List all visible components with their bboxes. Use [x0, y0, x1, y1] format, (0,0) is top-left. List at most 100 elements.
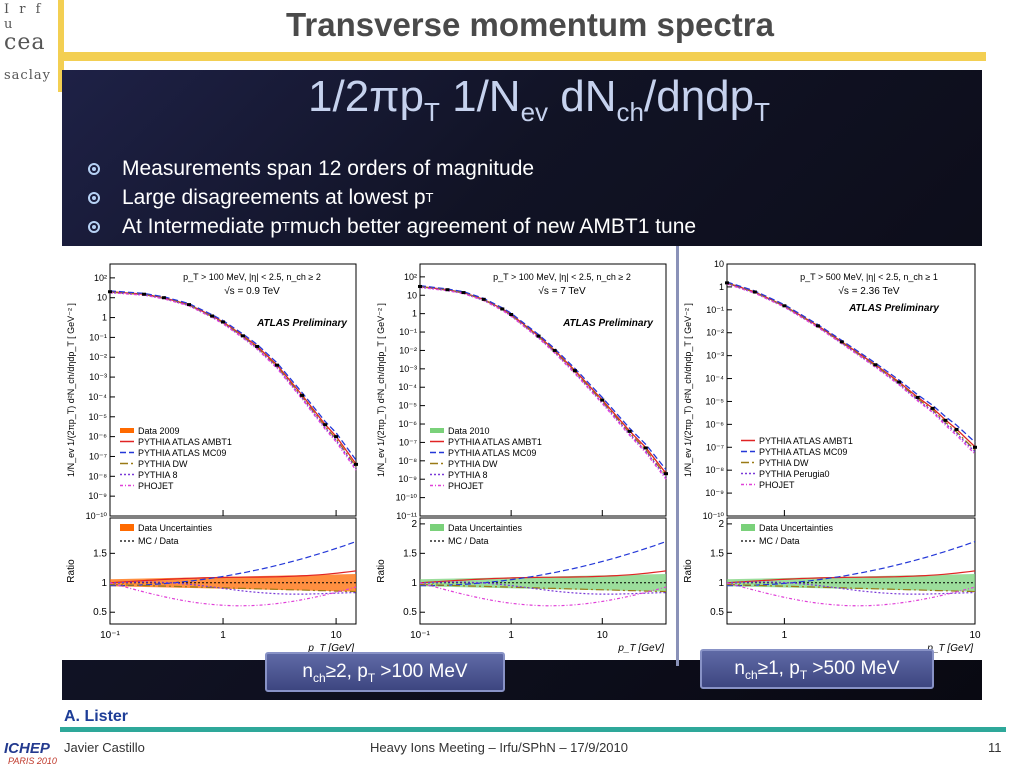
ratio-legend-entry: Data Uncertainties: [448, 523, 523, 533]
data-point: [915, 395, 920, 399]
ratio-legend-entry: MC / Data: [138, 536, 179, 546]
y-tick-label: 10²: [404, 272, 417, 282]
ratio-mc-curve-2: [109, 583, 357, 593]
cuts-label: p_T > 100 MeV, |η| < 2.5, n_ch ≥ 2: [493, 272, 631, 282]
data-point: [509, 312, 514, 316]
ratio-mc-curve-3: [419, 581, 667, 595]
data-point: [161, 296, 166, 300]
ratio-y-axis-label: Ratio: [683, 559, 694, 583]
mc-curve-1: [726, 281, 976, 443]
data-point: [445, 288, 450, 292]
bullet-list: Measurements span 12 orders of magnitude…: [88, 154, 696, 241]
ratio-mc-curve-2: [726, 583, 976, 593]
footer-presenter: Javier Castillo: [64, 740, 145, 755]
irfu-cea-logo: I r f u cea saclay: [0, 0, 56, 92]
formula-heading: 1/2πpT 1/Nev dNch/dηdpT: [308, 72, 771, 127]
y-axis-label: 1/N_ev 1/(2πp_T) d²N_ch/dηdp_T [ GeV⁻² ]: [376, 303, 386, 477]
data-point: [418, 284, 422, 288]
data-point: [930, 406, 935, 410]
data-point: [461, 291, 466, 295]
ratio-y-tick-label: 1.5: [710, 548, 724, 559]
ratio-mc-curve-4: [109, 582, 357, 607]
y-tick-label: 10⁻⁸: [398, 456, 417, 466]
data-point: [255, 344, 260, 348]
ratio-frame: [726, 517, 976, 625]
y-tick-label: 10⁻⁷: [706, 442, 724, 452]
spectrum-frame: [726, 263, 976, 517]
x-axis-label: p_T [GeV]: [617, 643, 664, 654]
data-point: [552, 348, 557, 352]
data-point: [954, 427, 959, 431]
data-point: [752, 290, 757, 294]
data-point: [897, 380, 902, 384]
legend-entry: PYTHIA 8: [448, 470, 488, 480]
data-point: [973, 445, 977, 449]
ratio-legend-marker-data: [430, 524, 444, 531]
x-axis-label: p_T [GeV]: [926, 643, 973, 654]
data-point: [500, 307, 505, 311]
footer-meeting: Heavy Ions Meeting – Irfu/SPhN – 17/9/20…: [370, 740, 628, 755]
ratio-legend-entry: Data Uncertainties: [138, 523, 213, 533]
ratio-mc-curve-3: [109, 581, 357, 595]
ratio-mc-curve-4: [419, 582, 667, 607]
legend-entry: PYTHIA ATLAS AMBT1: [759, 436, 853, 446]
ratio-mc-curve-2: [419, 583, 667, 593]
legend-entry: PHOJET: [759, 480, 795, 490]
y-tick-label: 10⁻⁹: [398, 474, 417, 484]
legend-entry: PYTHIA ATLAS MC09: [448, 448, 536, 458]
y-tick-label: 1: [719, 282, 724, 292]
legend-entry: PHOJET: [448, 481, 484, 491]
footer-page-number: 11: [988, 740, 1002, 755]
ratio-frame: [109, 517, 357, 625]
atlas-label: ATLAS Preliminary: [562, 318, 653, 329]
legend-marker-data: [120, 428, 134, 433]
caption-right: nch≥1, pT >500 MeV: [700, 649, 934, 689]
x-tick-label: 10: [969, 630, 981, 641]
y-tick-label: 10⁻⁶: [399, 419, 418, 429]
y-tick-label: 10⁻⁴: [398, 382, 417, 392]
footer-divider: [60, 727, 1006, 732]
y-tick-label: 10⁻¹⁰: [703, 511, 725, 521]
ratio-legend-entry: MC / Data: [448, 536, 489, 546]
ratio-y-tick-label: 1.5: [403, 548, 417, 559]
author-name: A. Lister: [64, 708, 129, 725]
data-point: [334, 435, 339, 439]
ratio-mc-curve-1: [420, 541, 667, 587]
x-tick-label: 10⁻¹: [100, 630, 120, 641]
panel-divider: [676, 246, 679, 666]
data-point: [300, 393, 305, 397]
ratio-mc-curve-1: [110, 541, 357, 587]
ratio-mc-curve-3: [726, 581, 976, 595]
mc-curve-2: [726, 282, 976, 451]
ichep-logo-sub: PARIS 2010: [8, 756, 57, 766]
legend-entry: PYTHIA DW: [448, 459, 498, 469]
x-tick-label: 10: [597, 630, 609, 641]
data-point: [572, 369, 577, 373]
atlas-label: ATLAS Preliminary: [256, 318, 347, 329]
data-point: [627, 429, 632, 433]
ratio-legend-marker-data: [741, 524, 755, 531]
legend-entry: PYTHIA DW: [138, 459, 188, 469]
x-tick-label: 1: [508, 630, 514, 641]
data-point: [108, 290, 112, 294]
y-tick-label: 10⁻⁴: [705, 374, 724, 384]
y-tick-label: 10⁻⁵: [89, 412, 108, 422]
legend-entry: PYTHIA DW: [759, 458, 809, 468]
y-tick-label: 1: [412, 309, 417, 319]
bullet-item: Measurements span 12 orders of magnitude: [88, 154, 696, 183]
chart-panel-1: 10² 10 1 10⁻¹ 10⁻² 10⁻³ 10⁻⁴ 10⁻⁵ 10⁻⁶ 10⁻⁷ 10⁻⁸ 10…: [372, 246, 676, 660]
gold-vertical-bar: [58, 0, 64, 92]
data-point: [943, 418, 948, 422]
data-point: [323, 423, 328, 427]
irfu-logo-text: I r f u: [4, 2, 44, 32]
legend-entry: PHOJET: [138, 481, 174, 491]
data-point: [187, 303, 192, 307]
mc-curve-4: [419, 286, 667, 480]
ratio-mc-curve-0: [109, 570, 357, 584]
y-axis-label: 1/N_ev 1/(2πp_T) d²N_ch/dηdp_T [ GeV⁻² ]: [683, 303, 693, 477]
y-tick-label: 1: [102, 313, 107, 323]
ratio-y-tick-label: 0.5: [403, 607, 417, 618]
ratio-legend-entry: Data Uncertainties: [759, 523, 834, 533]
